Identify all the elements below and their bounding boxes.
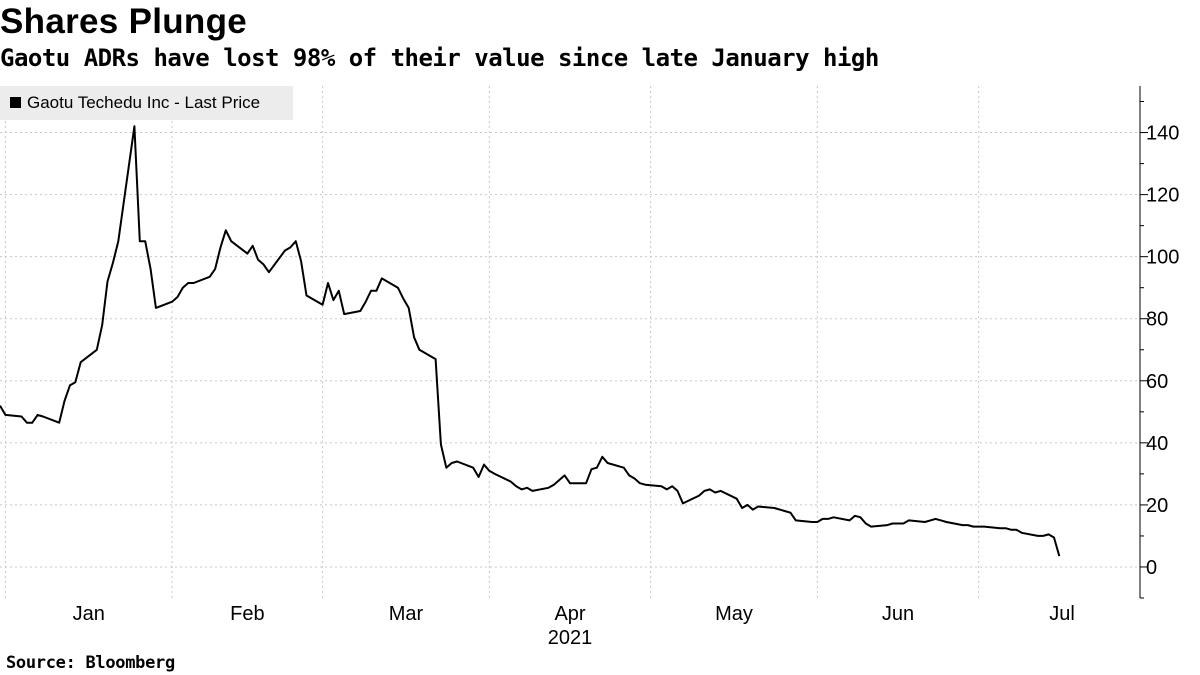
source-note: Source: Bloomberg: [6, 653, 175, 673]
plot-area: [0, 86, 1140, 598]
x-tick-label: Mar: [389, 603, 424, 625]
legend-label: Gaotu Techedu Inc - Last Price: [27, 93, 260, 112]
legend-background: [0, 86, 293, 120]
series-group: [0, 125, 1061, 557]
chart-title: Shares Plunge: [0, 2, 248, 41]
y-tick-label: 20: [1146, 495, 1168, 517]
x-tick-label: Feb: [230, 603, 264, 625]
y-tick-label: 100: [1146, 247, 1179, 269]
legend-swatch: [10, 97, 21, 108]
legend: Gaotu Techedu Inc - Last Price: [0, 86, 293, 120]
x-tick-label: Jan: [73, 603, 105, 625]
y-tick-label: 60: [1146, 371, 1168, 393]
series-line-gaotu-last-price: [0, 125, 1061, 557]
x-tick-label: May: [715, 603, 753, 625]
chart-subtitle: Gaotu ADRs have lost 98% of their value …: [0, 44, 879, 72]
y-tick-label: 80: [1146, 309, 1168, 331]
y-tick-label: 0: [1146, 557, 1157, 579]
x-tick-label: Jun: [882, 603, 914, 625]
x-tick-label: Jul: [1049, 603, 1075, 625]
x-tick-label: Apr: [554, 603, 585, 625]
y-tick-label: 40: [1146, 433, 1168, 455]
grid: [0, 86, 1140, 598]
y-tick-label: 140: [1146, 123, 1179, 145]
x-axis-year-label: 2021: [548, 627, 593, 649]
axes: 0 20 40 60 80 100 120 140 Jan Feb Mar Apr May Jun Jul: [73, 86, 1179, 625]
y-tick-label: 120: [1146, 185, 1179, 207]
